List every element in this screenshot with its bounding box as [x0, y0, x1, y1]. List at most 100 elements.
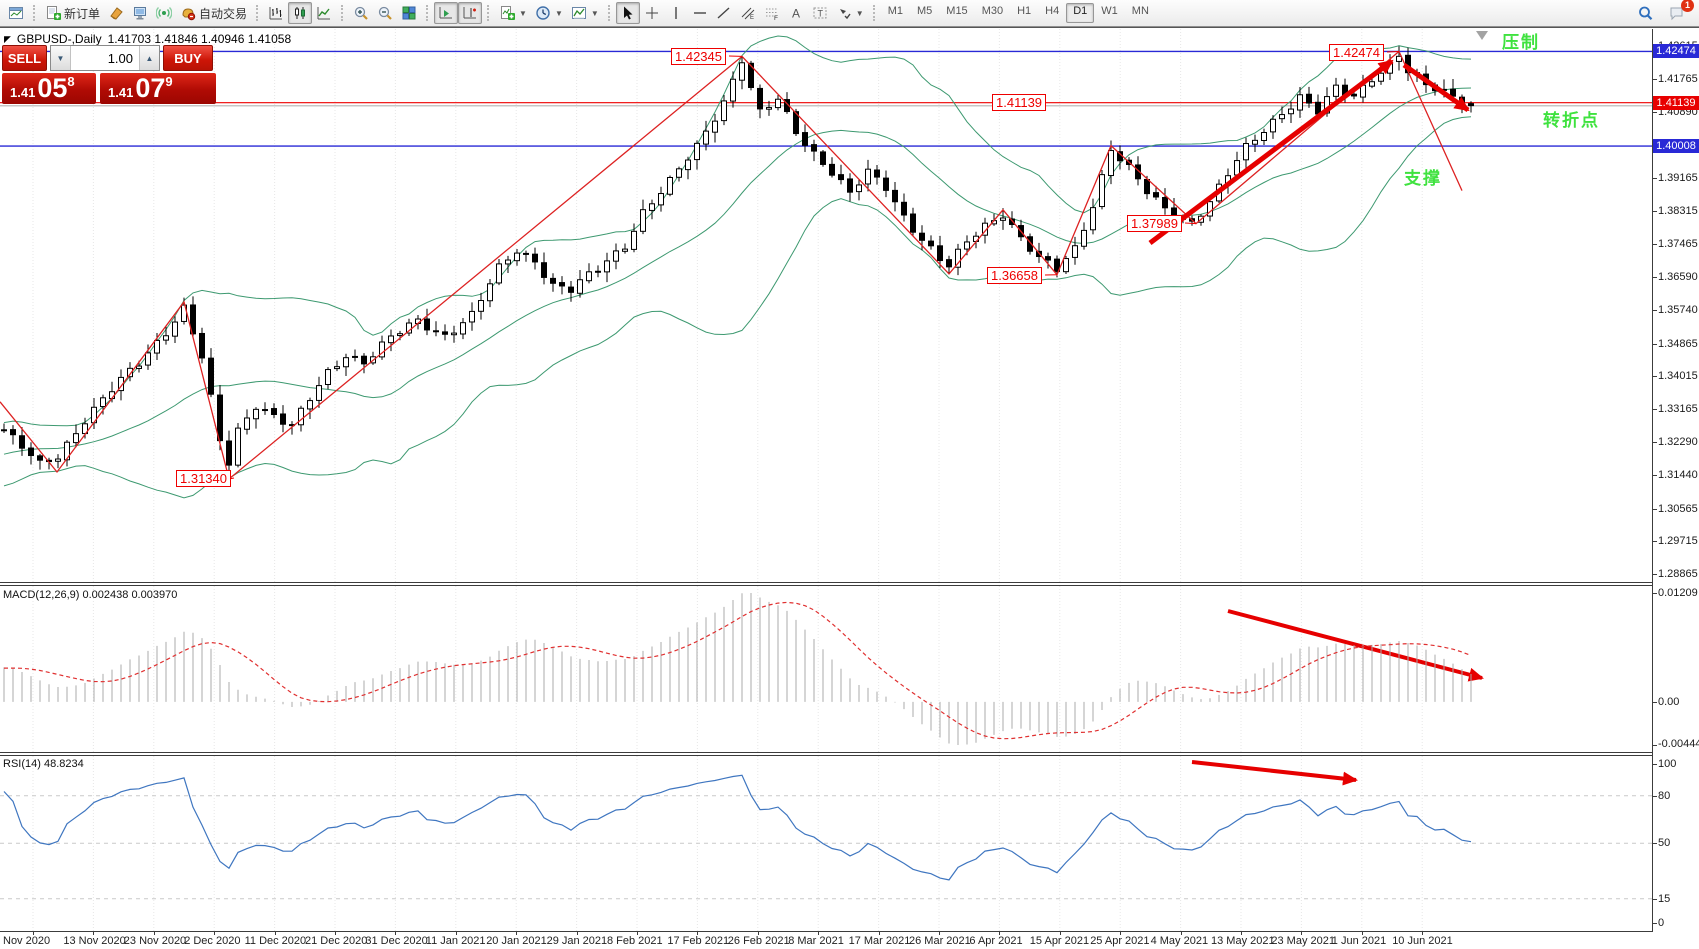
timeframe-mn[interactable]: MN — [1131, 5, 1149, 17]
zoom-out-button[interactable] — [373, 2, 397, 24]
notifications-button[interactable]: 1 — [1664, 0, 1694, 24]
macd-axis-zero: 0.00 — [1658, 695, 1682, 709]
trendline-button[interactable] — [712, 2, 736, 24]
styler-button[interactable] — [104, 2, 128, 24]
shapes-button[interactable]: ▼ — [832, 2, 868, 24]
line-chart-icon — [317, 7, 331, 20]
chart-window[interactable]: ◤ GBPUSD-,Daily 1.41703 1.41846 1.40946 … — [0, 27, 1699, 949]
signals-button[interactable] — [152, 2, 176, 24]
pane-separator[interactable] — [0, 752, 1653, 756]
timeframe-m15[interactable]: M15 — [946, 5, 968, 17]
text-button[interactable]: A — [784, 2, 808, 24]
bar-chart-button[interactable] — [264, 2, 288, 24]
new-order-button[interactable]: 新订单 — [41, 2, 104, 24]
autotrading-button[interactable]: 自动交易 — [176, 2, 251, 24]
chart-window-icon — [9, 7, 23, 19]
cursor-icon — [623, 6, 633, 20]
cursor-button[interactable] — [615, 2, 640, 24]
candlestick-chart-button[interactable] — [288, 2, 313, 24]
buy-quote[interactable]: 1.41 07 9 — [100, 73, 216, 104]
date-axis-tick — [1059, 932, 1061, 935]
rsi-axis-label: 0 — [1658, 916, 1667, 930]
zoom-in-button[interactable] — [349, 2, 373, 24]
candlestick-chart-icon — [295, 7, 306, 19]
search-button[interactable] — [1633, 2, 1658, 24]
macd-pane[interactable] — [0, 586, 1652, 752]
toolbar-group-scroll — [432, 0, 484, 26]
timeframe-m30[interactable]: M30 — [981, 5, 1004, 17]
tile-windows-button[interactable] — [397, 2, 421, 24]
chevron-down-icon: ▼ — [855, 8, 864, 18]
rsi-axis-tickmark — [1652, 898, 1657, 900]
horizontal-line-icon — [693, 12, 706, 14]
price-axis-tickmark — [1652, 343, 1657, 345]
timeframe-w1[interactable]: W1 — [1101, 5, 1118, 17]
text-label-button[interactable]: T — [808, 2, 832, 24]
pane-separator[interactable] — [0, 582, 1653, 586]
date-axis-label: 15 Apr 2021 — [1029, 935, 1090, 947]
chart-shift-button[interactable] — [458, 2, 483, 24]
trade-panel-row2: 1.41 05 8 1.41 07 9 — [2, 73, 218, 104]
toolbar-grip — [33, 5, 36, 21]
timeframe-d1[interactable]: D1 — [1066, 3, 1095, 23]
macd-axis-tickmark — [1652, 593, 1657, 594]
macd-value-main: 0.002438 — [82, 589, 129, 601]
timeframe-h1[interactable]: H1 — [1017, 5, 1032, 17]
date-axis-tick — [939, 932, 940, 935]
line-chart-button[interactable] — [312, 2, 336, 24]
date-axis-tick — [335, 932, 336, 935]
toolbar-group-zoom — [347, 0, 423, 26]
svg-text:T: T — [817, 9, 823, 19]
zoom-in-icon — [354, 6, 368, 20]
metaeditor-button[interactable] — [128, 2, 152, 24]
equidistant-channel-icon: E — [741, 7, 755, 21]
horizontal-line-button[interactable] — [688, 2, 712, 24]
profiles-button[interactable]: ▼ — [531, 2, 567, 24]
text-label-icon: T — [813, 7, 827, 19]
auto-scroll-button[interactable] — [434, 2, 459, 24]
price-axis-tickmark — [1652, 112, 1657, 114]
fibonacci-button[interactable]: F — [760, 2, 784, 24]
signal-icon — [156, 7, 173, 19]
sell-button[interactable]: SELL — [2, 45, 47, 71]
date-axis-tick — [395, 932, 397, 935]
volume-input[interactable] — [71, 46, 139, 70]
volume-decrease-button[interactable]: ▼ — [51, 46, 71, 70]
indicators-button[interactable]: ▼ — [567, 2, 603, 24]
collapse-triangle-icon: ◤ — [4, 33, 11, 44]
date-axis-label: 2 Dec 2020 — [184, 935, 241, 947]
date-axis-label: 26 Feb 2021 — [727, 935, 790, 947]
date-axis-tick — [516, 932, 518, 935]
new-chart-button[interactable]: ▼ — [495, 2, 531, 24]
metaeditor-icon — [134, 7, 147, 20]
sell-quote[interactable]: 1.41 05 8 — [2, 73, 96, 104]
crosshair-button[interactable] — [640, 2, 664, 24]
date-axis-tick — [818, 932, 820, 935]
price-axis-label: 1.30565 — [1658, 502, 1699, 516]
auto-scroll-icon — [439, 7, 453, 19]
macd-axis-min: -0.004446 — [1658, 738, 1699, 751]
price-axis-label: 1.31440 — [1658, 469, 1699, 483]
date-axis-border — [0, 931, 1653, 932]
toolbar-grip — [341, 5, 344, 21]
volume-increase-button[interactable]: ▲ — [139, 46, 159, 70]
rsi-pane[interactable] — [0, 756, 1652, 931]
price-axis-label: 1.34015 — [1658, 370, 1699, 384]
price-pane[interactable] — [0, 29, 1652, 583]
macd-value-signal: 0.003970 — [131, 589, 178, 601]
timeframe-m1[interactable]: M1 — [887, 5, 903, 17]
channel-button[interactable]: E — [736, 2, 760, 24]
buy-button[interactable]: BUY — [163, 45, 213, 71]
notification-badge: 1 — [1681, 0, 1694, 12]
chart-shift-marker[interactable] — [1476, 31, 1488, 40]
date-axis-label: 1 Jun 2021 — [1331, 935, 1387, 947]
date-axis-tick — [1422, 932, 1424, 935]
vertical-line-button[interactable] — [664, 2, 688, 24]
price-callout: 1.42474 — [1329, 44, 1384, 61]
chart-window-button[interactable] — [4, 2, 28, 24]
toolbar-grip — [872, 5, 876, 21]
price-axis-tickmark — [1652, 475, 1657, 477]
timeframe-h4[interactable]: H4 — [1045, 5, 1060, 17]
svg-text:F: F — [774, 15, 778, 21]
timeframe-m5[interactable]: M5 — [917, 5, 933, 17]
